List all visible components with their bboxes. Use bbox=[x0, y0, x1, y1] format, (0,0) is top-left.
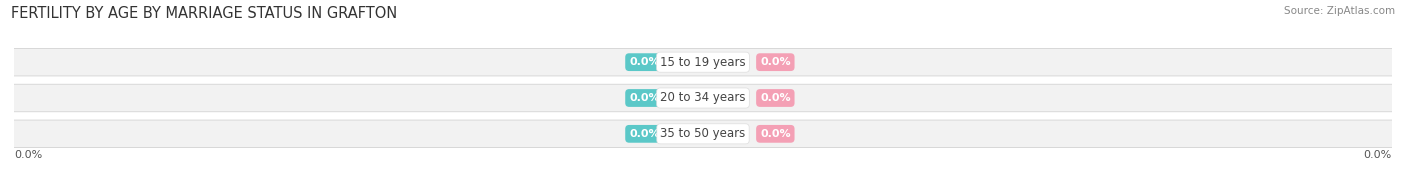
Text: 0.0%: 0.0% bbox=[628, 93, 659, 103]
Text: 0.0%: 0.0% bbox=[14, 150, 42, 160]
Text: 0.0%: 0.0% bbox=[761, 129, 790, 139]
Text: 0.0%: 0.0% bbox=[1364, 150, 1392, 160]
FancyBboxPatch shape bbox=[0, 84, 1406, 112]
FancyBboxPatch shape bbox=[0, 120, 1406, 148]
Text: 15 to 19 years: 15 to 19 years bbox=[661, 56, 745, 69]
Text: 0.0%: 0.0% bbox=[761, 93, 790, 103]
Text: 0.0%: 0.0% bbox=[628, 129, 659, 139]
Text: 0.0%: 0.0% bbox=[628, 57, 659, 67]
FancyBboxPatch shape bbox=[0, 48, 1406, 76]
Text: 20 to 34 years: 20 to 34 years bbox=[661, 92, 745, 104]
Text: 0.0%: 0.0% bbox=[761, 57, 790, 67]
Text: 35 to 50 years: 35 to 50 years bbox=[661, 127, 745, 140]
Text: FERTILITY BY AGE BY MARRIAGE STATUS IN GRAFTON: FERTILITY BY AGE BY MARRIAGE STATUS IN G… bbox=[11, 6, 398, 21]
Text: Source: ZipAtlas.com: Source: ZipAtlas.com bbox=[1284, 6, 1395, 16]
